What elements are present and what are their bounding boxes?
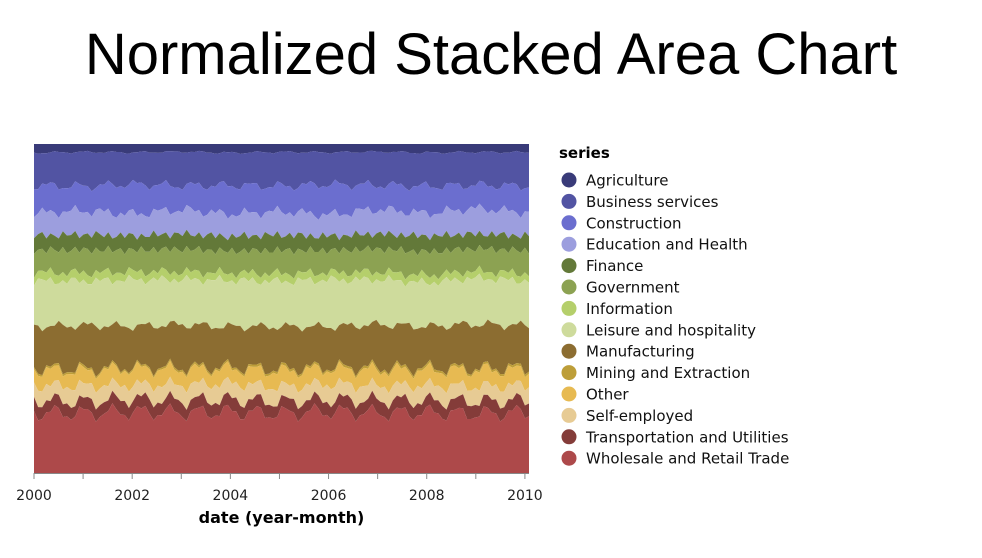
x-tick-label: 2010 bbox=[507, 488, 543, 504]
area-other bbox=[34, 360, 529, 394]
legend-swatch bbox=[561, 386, 577, 402]
x-tick-label: 2000 bbox=[16, 488, 52, 504]
x-tick-label: 2008 bbox=[409, 488, 445, 504]
legend-label: Self-employed bbox=[586, 407, 693, 425]
plot-area bbox=[34, 144, 529, 473]
area-finance bbox=[34, 229, 529, 256]
area-wholesale-and-retail-trade bbox=[34, 403, 529, 473]
area-mining-and-extraction bbox=[34, 358, 529, 379]
legend-swatch bbox=[561, 236, 577, 252]
legend-label: Wholesale and Retail Trade bbox=[586, 450, 789, 468]
legend-label: Government bbox=[586, 279, 680, 297]
x-tick-label: 2004 bbox=[213, 488, 249, 504]
area-manufacturing bbox=[34, 319, 529, 377]
area-transportation-and-utilities bbox=[34, 390, 529, 422]
area-government bbox=[34, 244, 529, 280]
x-axis: 2000 2002 2004 2006 2008 2010 bbox=[16, 473, 543, 504]
legend-label: Transportation and Utilities bbox=[585, 428, 789, 446]
legend-swatch bbox=[561, 450, 577, 466]
legend-swatch bbox=[561, 258, 577, 274]
legend-label: Other bbox=[586, 386, 629, 404]
legend: series Agriculture Business services Const… bbox=[559, 144, 789, 468]
legend-label: Leisure and hospitality bbox=[586, 321, 756, 339]
legend-label: Education and Health bbox=[586, 236, 748, 254]
legend-label: Business services bbox=[586, 193, 719, 211]
legend-title: series bbox=[559, 144, 610, 162]
legend-label: Construction bbox=[586, 214, 682, 232]
x-tick-label: 2006 bbox=[311, 488, 347, 504]
legend-swatch bbox=[561, 279, 577, 295]
legend-label: Information bbox=[586, 300, 673, 318]
area-leisure-and-hospitality bbox=[34, 273, 529, 332]
legend-swatch bbox=[561, 172, 577, 188]
area-education-and-health bbox=[34, 203, 529, 241]
legend-swatch bbox=[561, 215, 577, 231]
legend-swatch bbox=[561, 322, 577, 338]
legend-label: Agriculture bbox=[586, 172, 669, 190]
legend-swatch bbox=[561, 343, 577, 359]
legend-label: Manufacturing bbox=[586, 343, 695, 361]
area-business-services bbox=[34, 150, 529, 192]
area-construction bbox=[34, 179, 529, 220]
page-title: Normalized Stacked Area Chart bbox=[84, 22, 898, 87]
x-tick-label: 2002 bbox=[114, 488, 150, 504]
area-self-employed bbox=[34, 376, 529, 410]
legend-swatch bbox=[561, 429, 577, 445]
area-agriculture bbox=[34, 144, 529, 154]
legend-label: Finance bbox=[586, 257, 643, 275]
legend-label: Mining and Extraction bbox=[586, 364, 750, 382]
legend-swatch bbox=[561, 300, 577, 316]
area-information bbox=[34, 265, 529, 287]
x-axis-title: date (year-month) bbox=[199, 508, 365, 527]
legend-swatch bbox=[561, 407, 577, 423]
legend-swatch bbox=[561, 365, 577, 381]
legend-swatch bbox=[561, 193, 577, 209]
